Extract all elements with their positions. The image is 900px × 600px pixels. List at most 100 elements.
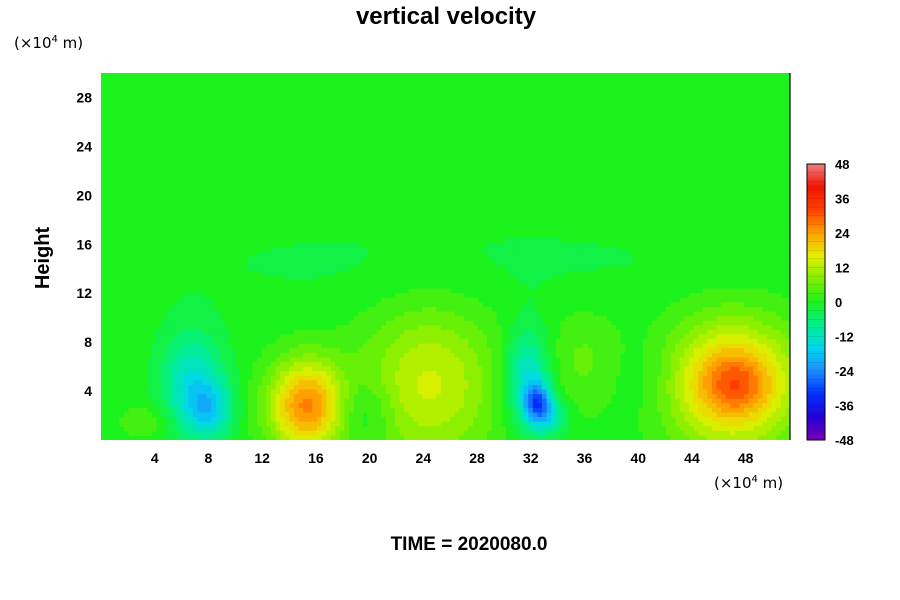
heatmap-cell xyxy=(509,265,515,271)
heatmap-cell xyxy=(496,380,502,386)
heatmap-cell xyxy=(486,329,493,336)
heatmap-cell xyxy=(679,348,685,354)
heatmap-cell xyxy=(725,366,731,372)
heatmap-cell xyxy=(376,352,382,359)
heatmap-cell xyxy=(537,348,543,354)
heatmap-cell xyxy=(234,389,240,395)
heatmap-cell xyxy=(541,412,548,418)
heatmap-cell xyxy=(188,339,194,345)
heatmap-cell xyxy=(739,430,745,437)
heatmap-cell xyxy=(183,403,189,409)
heatmap-cell xyxy=(753,325,759,331)
heatmap-cell xyxy=(234,384,240,391)
heatmap-cell xyxy=(482,320,488,326)
heatmap-cell xyxy=(270,403,277,409)
heatmap-cell xyxy=(583,384,589,391)
heatmap-cell xyxy=(574,339,580,345)
heatmap-cell xyxy=(413,316,419,322)
heatmap-cell xyxy=(684,412,690,418)
heatmap-cell xyxy=(169,348,176,354)
heatmap-cell xyxy=(624,251,630,258)
heatmap-cell xyxy=(454,371,460,377)
heatmap-cell xyxy=(202,362,208,368)
heatmap-cell xyxy=(197,394,203,400)
heatmap-cell xyxy=(404,407,410,414)
heatmap-cell xyxy=(698,384,704,391)
heatmap-cell xyxy=(307,384,313,391)
heatmap-cell xyxy=(179,352,185,359)
heatmap-cell xyxy=(661,352,667,359)
heatmap-cell xyxy=(496,421,502,427)
heatmap-cell xyxy=(280,362,286,368)
heatmap-cell xyxy=(610,261,617,267)
heatmap-cell xyxy=(151,384,157,391)
heatmap-cell xyxy=(767,352,773,359)
heatmap-cell xyxy=(404,403,410,409)
heatmap-cell xyxy=(399,325,405,331)
heatmap-cell xyxy=(261,394,267,400)
heatmap-cell xyxy=(202,384,208,391)
heatmap-cell xyxy=(785,398,790,404)
heatmap-cell xyxy=(532,270,538,276)
heatmap-cell xyxy=(179,329,185,336)
heatmap-cell xyxy=(675,426,681,432)
heatmap-cell xyxy=(174,362,180,368)
heatmap-cell xyxy=(367,329,373,336)
heatmap-cell xyxy=(528,297,534,303)
heatmap-cell xyxy=(436,339,442,345)
heatmap-cell xyxy=(349,421,355,427)
heatmap-cell xyxy=(372,430,378,437)
heatmap-cell xyxy=(399,348,405,354)
heatmap-cell xyxy=(362,426,369,432)
heatmap-cell xyxy=(179,394,185,400)
heatmap-cell xyxy=(215,380,222,386)
heatmap-cell xyxy=(445,403,451,409)
heatmap-cell xyxy=(725,316,731,322)
heatmap-cell xyxy=(211,398,217,404)
heatmap-cell xyxy=(537,384,543,391)
heatmap-cell xyxy=(298,403,304,409)
heatmap-cell xyxy=(583,366,589,372)
heatmap-cell xyxy=(514,412,520,418)
heatmap-cell xyxy=(206,297,212,303)
heatmap-cell xyxy=(670,371,676,377)
heatmap-cell xyxy=(321,398,327,404)
heatmap-cell xyxy=(394,302,401,308)
heatmap-cell xyxy=(698,375,704,381)
heatmap-cell xyxy=(546,362,552,368)
heatmap-cell xyxy=(266,348,272,354)
heatmap-cell xyxy=(688,407,695,414)
heatmap-cell xyxy=(459,366,465,372)
heatmap-cell xyxy=(514,242,520,248)
heatmap-cell xyxy=(385,394,391,400)
heatmap-cell xyxy=(583,339,589,345)
heatmap-cell xyxy=(583,398,589,404)
heatmap-cell xyxy=(463,375,470,381)
heatmap-cell xyxy=(757,389,764,395)
heatmap-cell xyxy=(289,261,295,267)
x-axis-unit: (×104 m) xyxy=(714,474,783,492)
heatmap-cell xyxy=(753,329,759,336)
heatmap-cell xyxy=(408,384,414,391)
heatmap-cell xyxy=(417,366,424,372)
heatmap-cell xyxy=(730,320,736,326)
heatmap-cell xyxy=(156,394,162,400)
heatmap-cell xyxy=(362,384,369,391)
heatmap-cell xyxy=(468,348,474,354)
heatmap-cell xyxy=(610,352,617,359)
heatmap-cell xyxy=(211,311,217,317)
heatmap-cell xyxy=(569,380,575,386)
heatmap-cell xyxy=(592,261,598,267)
heatmap-cell xyxy=(408,380,414,386)
heatmap-cell xyxy=(684,348,690,354)
heatmap-cell xyxy=(353,389,359,395)
heatmap-cell xyxy=(372,334,378,340)
heatmap-cell xyxy=(546,261,552,267)
heatmap-cell xyxy=(183,421,189,427)
heatmap-cell xyxy=(417,375,424,381)
heatmap-cell xyxy=(326,348,332,354)
heatmap-cell xyxy=(555,251,561,258)
heatmap-cell xyxy=(202,375,208,381)
heatmap-cell xyxy=(330,352,336,359)
heatmap-cell xyxy=(440,384,447,391)
